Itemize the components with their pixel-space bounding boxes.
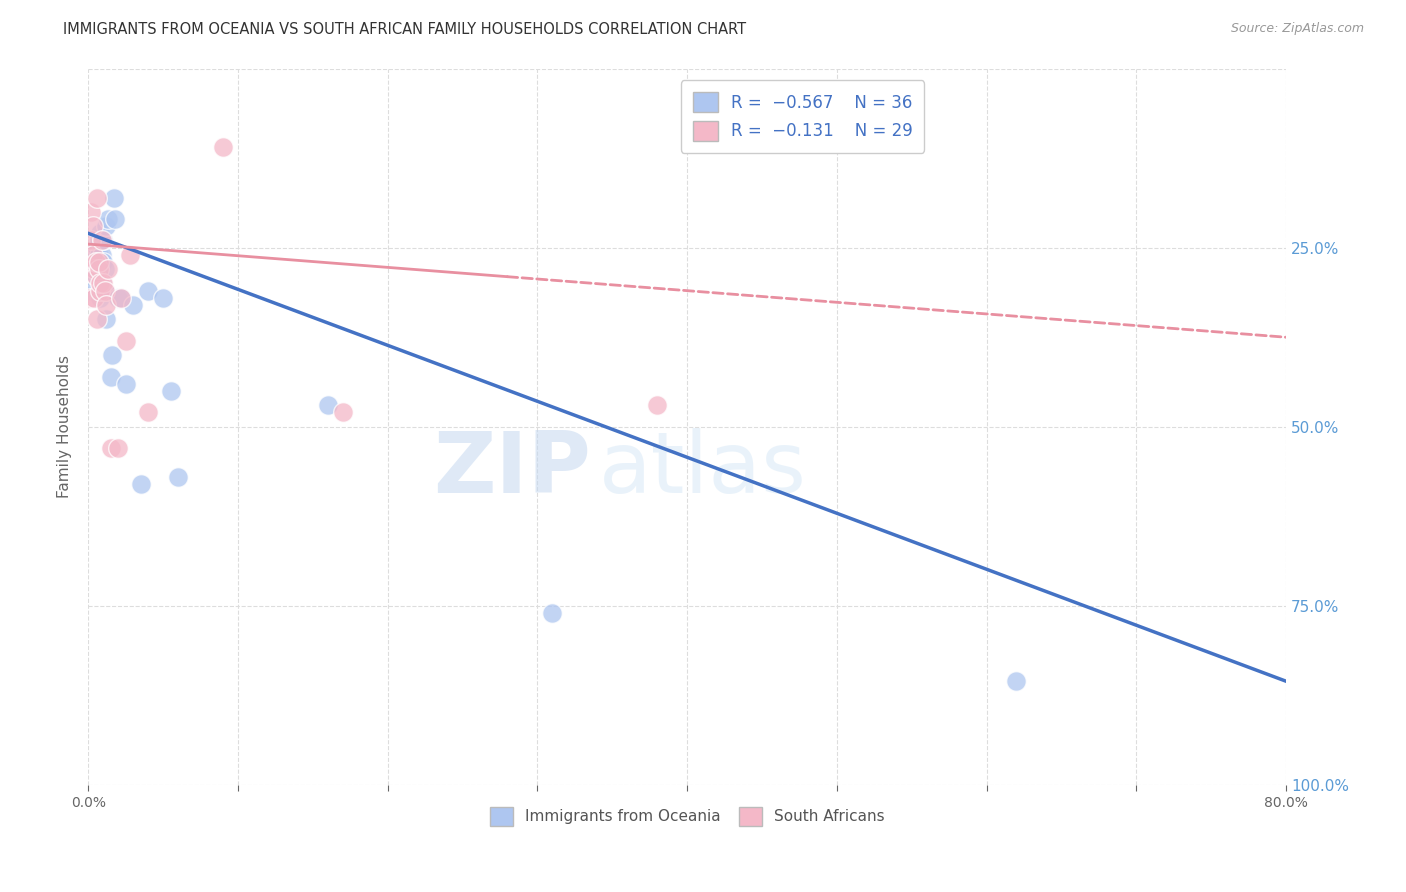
Text: IMMIGRANTS FROM OCEANIA VS SOUTH AFRICAN FAMILY HOUSEHOLDS CORRELATION CHART: IMMIGRANTS FROM OCEANIA VS SOUTH AFRICAN… (63, 22, 747, 37)
Point (89, 284, 111, 298)
Point (90, 248, 112, 262)
Point (80, 234, 103, 248)
Point (107, 442, 129, 456)
Point (152, 291, 174, 305)
Point (91, 277, 114, 291)
Point (84, 269, 107, 284)
Point (86, 255, 108, 269)
Point (87, 262, 110, 277)
Point (332, 405, 354, 419)
Point (114, 376, 136, 391)
Point (87, 255, 110, 269)
Point (87, 248, 110, 262)
Point (122, 298, 145, 312)
Text: atlas: atlas (599, 428, 807, 511)
Point (83, 262, 105, 277)
Point (89, 291, 111, 305)
Point (136, 284, 159, 298)
Point (79, 291, 101, 305)
Point (91, 234, 114, 248)
Point (541, 606, 564, 620)
Point (114, 334, 136, 348)
Point (84, 269, 107, 284)
Point (93, 284, 115, 298)
Point (86, 312, 108, 326)
Point (136, 405, 159, 419)
Point (101, 348, 124, 362)
Point (89, 262, 111, 277)
Point (107, 291, 129, 305)
Point (82, 219, 104, 234)
Point (97, 212, 120, 227)
Point (110, 291, 132, 305)
Point (87, 234, 110, 248)
Point (91, 255, 114, 269)
Point (93, 284, 115, 298)
Point (110, 291, 132, 305)
Point (94, 219, 117, 234)
Point (645, 398, 668, 412)
Point (94, 298, 117, 312)
Point (89, 227, 111, 241)
Point (104, 212, 127, 227)
Legend: Immigrants from Oceania, South Africans: Immigrants from Oceania, South Africans (481, 797, 894, 835)
Point (80, 284, 103, 298)
Point (82, 262, 104, 277)
Point (129, 477, 152, 491)
Point (83, 248, 105, 262)
Point (212, 140, 235, 154)
Point (80, 204, 103, 219)
Point (1005, 674, 1028, 689)
Point (120, 248, 142, 262)
Point (90, 277, 112, 291)
Point (103, 190, 125, 204)
Point (89, 277, 111, 291)
Point (93, 262, 115, 277)
Text: ZIP: ZIP (433, 428, 592, 511)
Point (316, 398, 339, 412)
Point (100, 369, 122, 384)
Point (100, 442, 122, 456)
Point (82, 248, 104, 262)
Point (159, 384, 181, 398)
Point (83, 291, 105, 305)
Point (86, 190, 108, 204)
Point (97, 262, 120, 277)
Point (94, 312, 117, 326)
Point (86, 241, 108, 255)
Text: Source: ZipAtlas.com: Source: ZipAtlas.com (1230, 22, 1364, 36)
Point (167, 470, 190, 484)
Point (90, 234, 112, 248)
Point (84, 255, 107, 269)
Y-axis label: Family Households: Family Households (58, 355, 72, 499)
